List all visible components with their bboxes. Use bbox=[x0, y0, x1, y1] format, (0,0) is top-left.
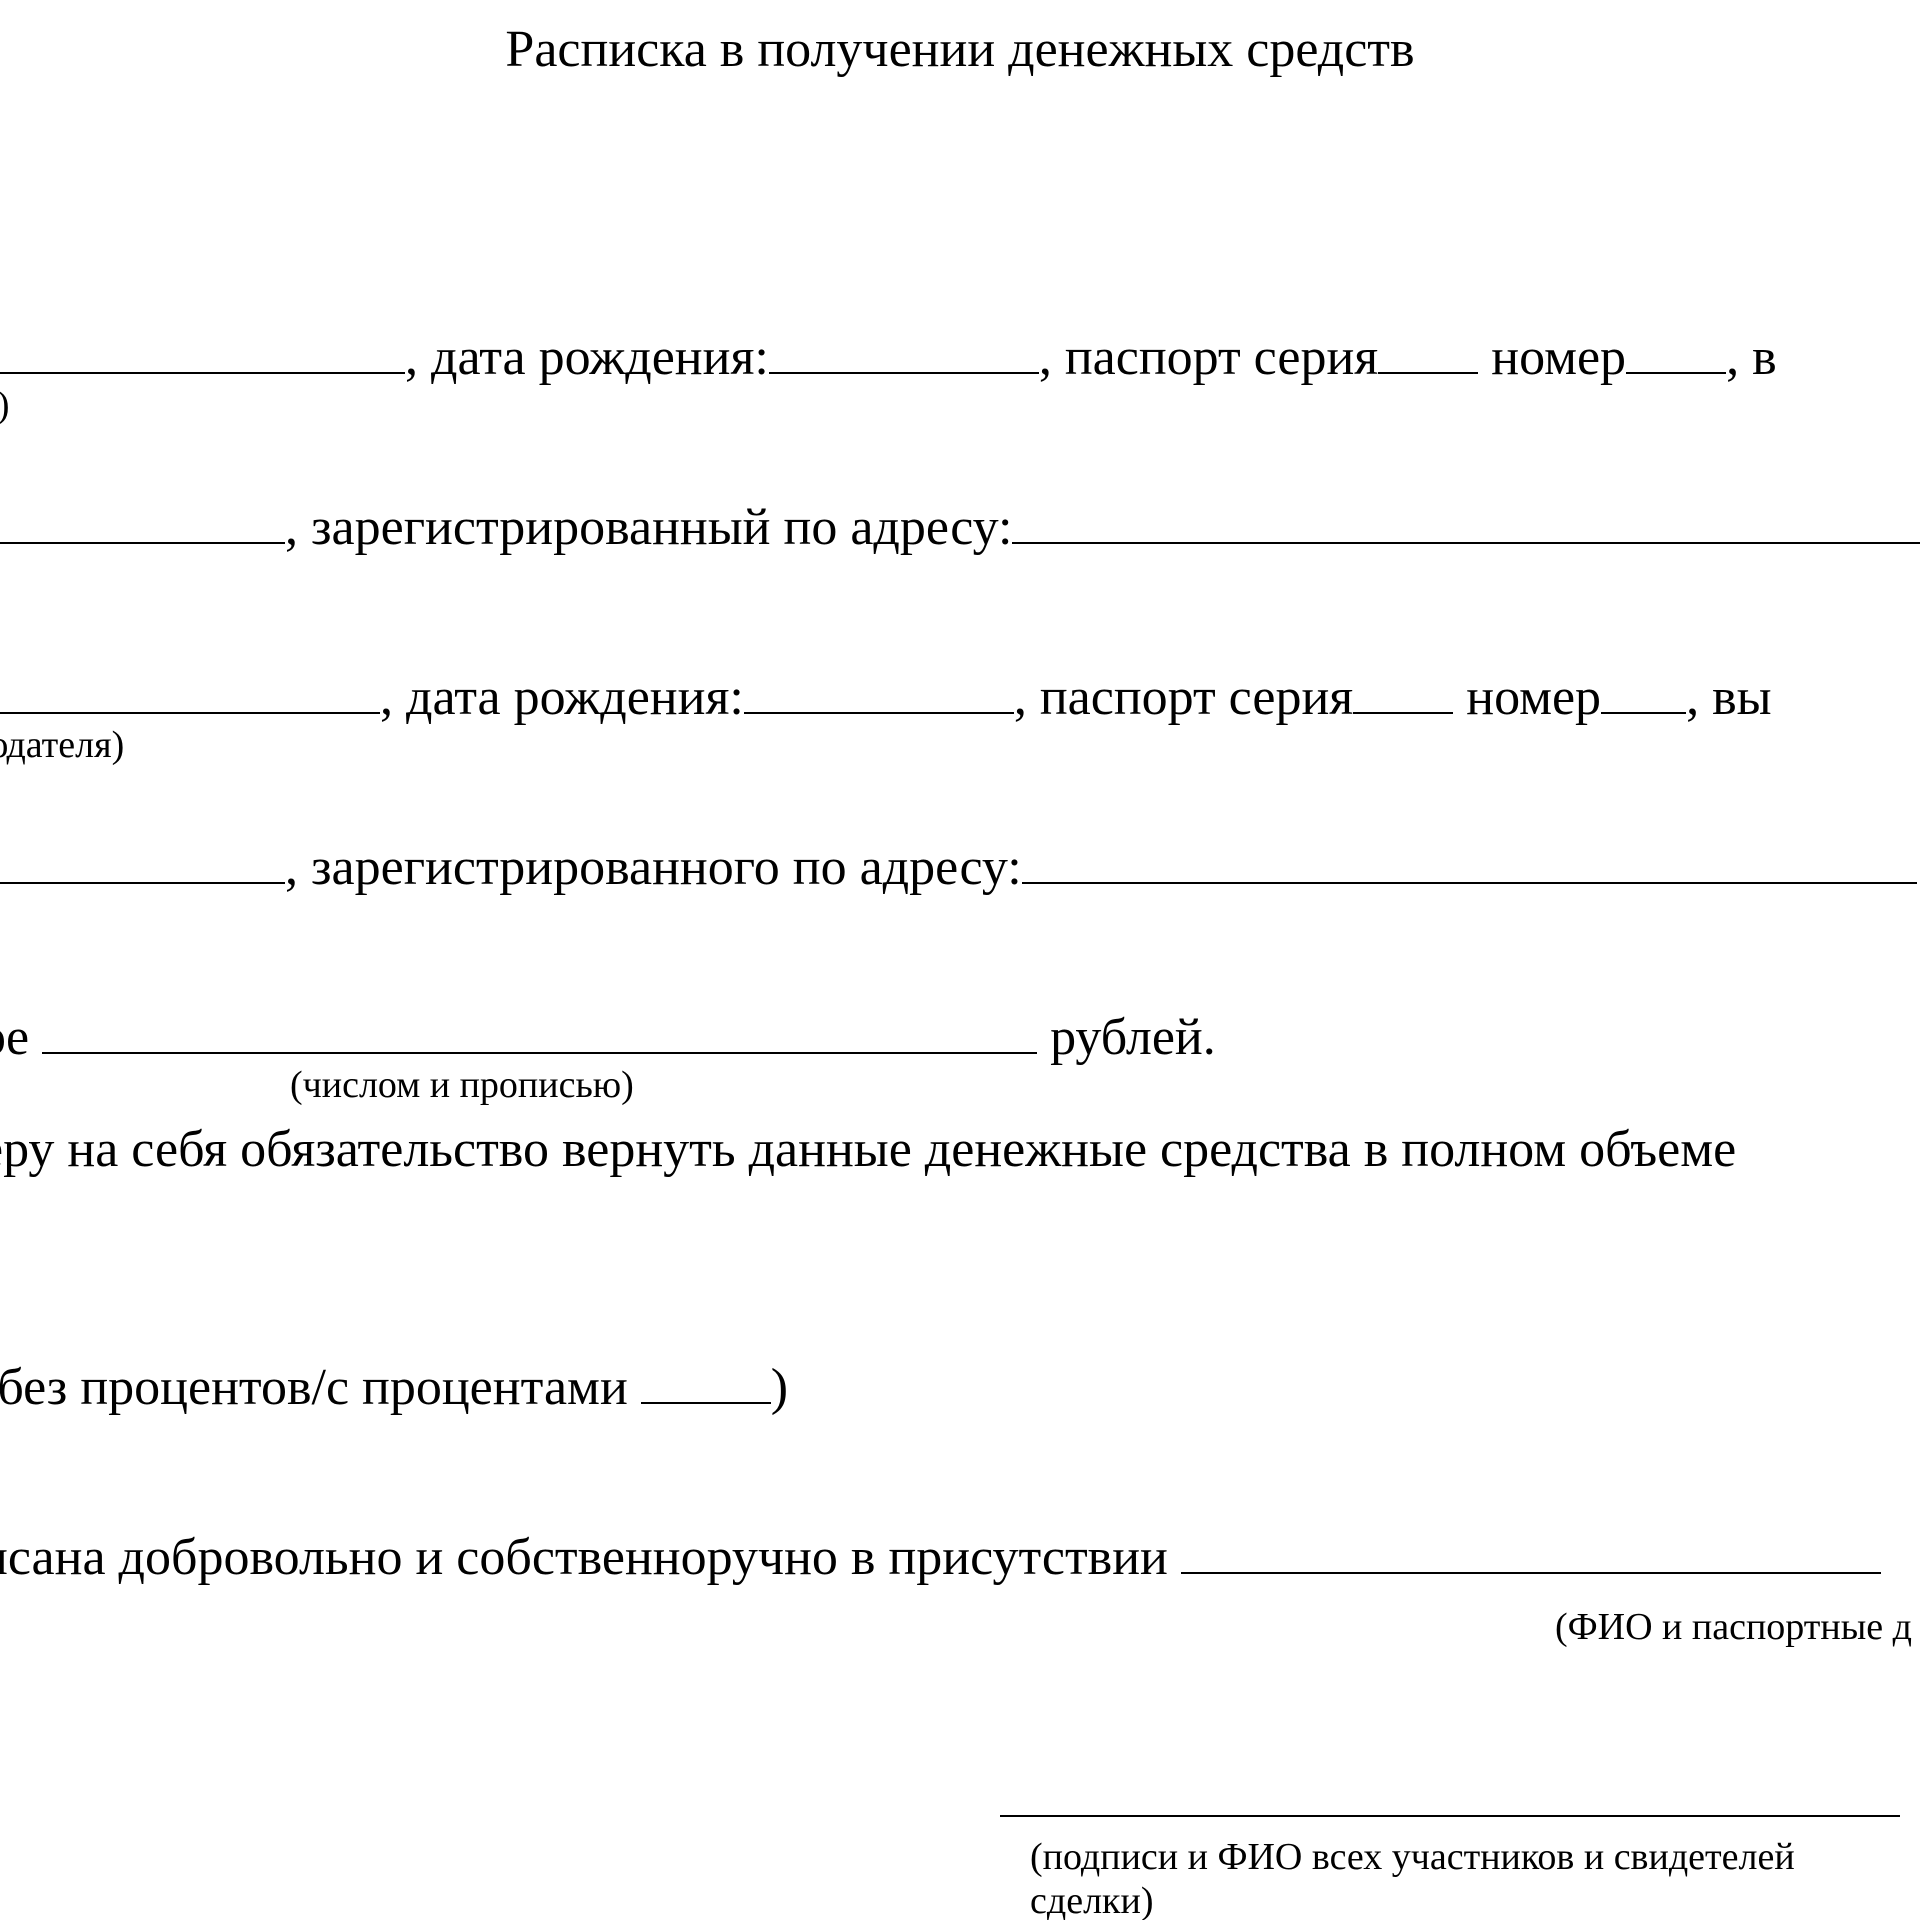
borrower-line-1: , дата рождения: , паспорт серия номер , в bbox=[0, 320, 1920, 387]
document-title: Расписка в получении денежных средств bbox=[0, 20, 1920, 79]
amount-line: ре рублей. bbox=[0, 1000, 1920, 1067]
interest-pre: (без процентов/с процентами bbox=[0, 1359, 641, 1416]
lender-line-1: , дата рождения: , паспорт серия номер , в… bbox=[0, 660, 1920, 727]
text-passport: , паспорт серия bbox=[1039, 329, 1378, 386]
document-page: Расписка в получении денежных средств , … bbox=[0, 0, 1920, 1920]
borrower-address-blank[interactable] bbox=[1012, 490, 1920, 544]
witness-sub: (ФИО и паспортные д bbox=[1555, 1605, 1912, 1649]
borrower-sub: а) bbox=[0, 383, 10, 427]
interest-blank[interactable] bbox=[641, 1350, 771, 1404]
text-number: номер bbox=[1478, 329, 1626, 386]
witness-pre: исана добровольно и собственноручно в пр… bbox=[0, 1529, 1181, 1586]
obligation-line: еру на себя обязательство вернуть данные… bbox=[0, 1120, 1920, 1179]
lender-series-blank[interactable] bbox=[1353, 660, 1453, 714]
borrower-number-blank[interactable] bbox=[1626, 320, 1726, 374]
text-row1-end: , в bbox=[1726, 329, 1777, 386]
amount-pre: ре bbox=[0, 1009, 42, 1066]
text-dob: , дата рождения: bbox=[405, 329, 769, 386]
borrower-line-2: , зарегистрированный по адресу: bbox=[0, 490, 1920, 557]
borrower-issued-blank[interactable] bbox=[0, 490, 285, 544]
signature-sub: (подписи и ФИО всех участников и свидете… bbox=[1030, 1835, 1920, 1920]
interest-line: (без процентов/с процентами ) bbox=[0, 1350, 1920, 1417]
lender-line-2: , зарегистрированного по адресу: bbox=[0, 830, 1920, 897]
borrower-name-blank[interactable] bbox=[0, 320, 405, 374]
lender-number-blank[interactable] bbox=[1601, 660, 1686, 714]
lender-address-blank[interactable] bbox=[1022, 830, 1917, 884]
witness-line: исана добровольно и собственноручно в пр… bbox=[0, 1520, 1920, 1587]
text-registered-m: , зарегистрированный по адресу: bbox=[285, 499, 1012, 556]
interest-post: ) bbox=[771, 1359, 788, 1416]
lender-dob-blank[interactable] bbox=[744, 660, 1014, 714]
lender-sub: юдателя) bbox=[0, 723, 124, 767]
borrower-dob-blank[interactable] bbox=[769, 320, 1039, 374]
amount-blank[interactable] bbox=[42, 1000, 1037, 1054]
lender-name-blank[interactable] bbox=[0, 660, 380, 714]
text-number-2: номер bbox=[1453, 669, 1601, 726]
text-dob-2: , дата рождения: bbox=[380, 669, 744, 726]
text-passport-2: , паспорт серия bbox=[1014, 669, 1353, 726]
text-registered-g: , зарегистрированного по адресу: bbox=[285, 839, 1022, 896]
lender-issued-blank[interactable] bbox=[0, 830, 285, 884]
witness-blank[interactable] bbox=[1181, 1520, 1881, 1574]
amount-sub: (числом и прописью) bbox=[290, 1063, 634, 1107]
amount-post: рублей. bbox=[1037, 1009, 1216, 1066]
text-row3-end: , вы bbox=[1686, 669, 1772, 726]
signature-blank[interactable] bbox=[1000, 1815, 1900, 1817]
borrower-series-blank[interactable] bbox=[1378, 320, 1478, 374]
